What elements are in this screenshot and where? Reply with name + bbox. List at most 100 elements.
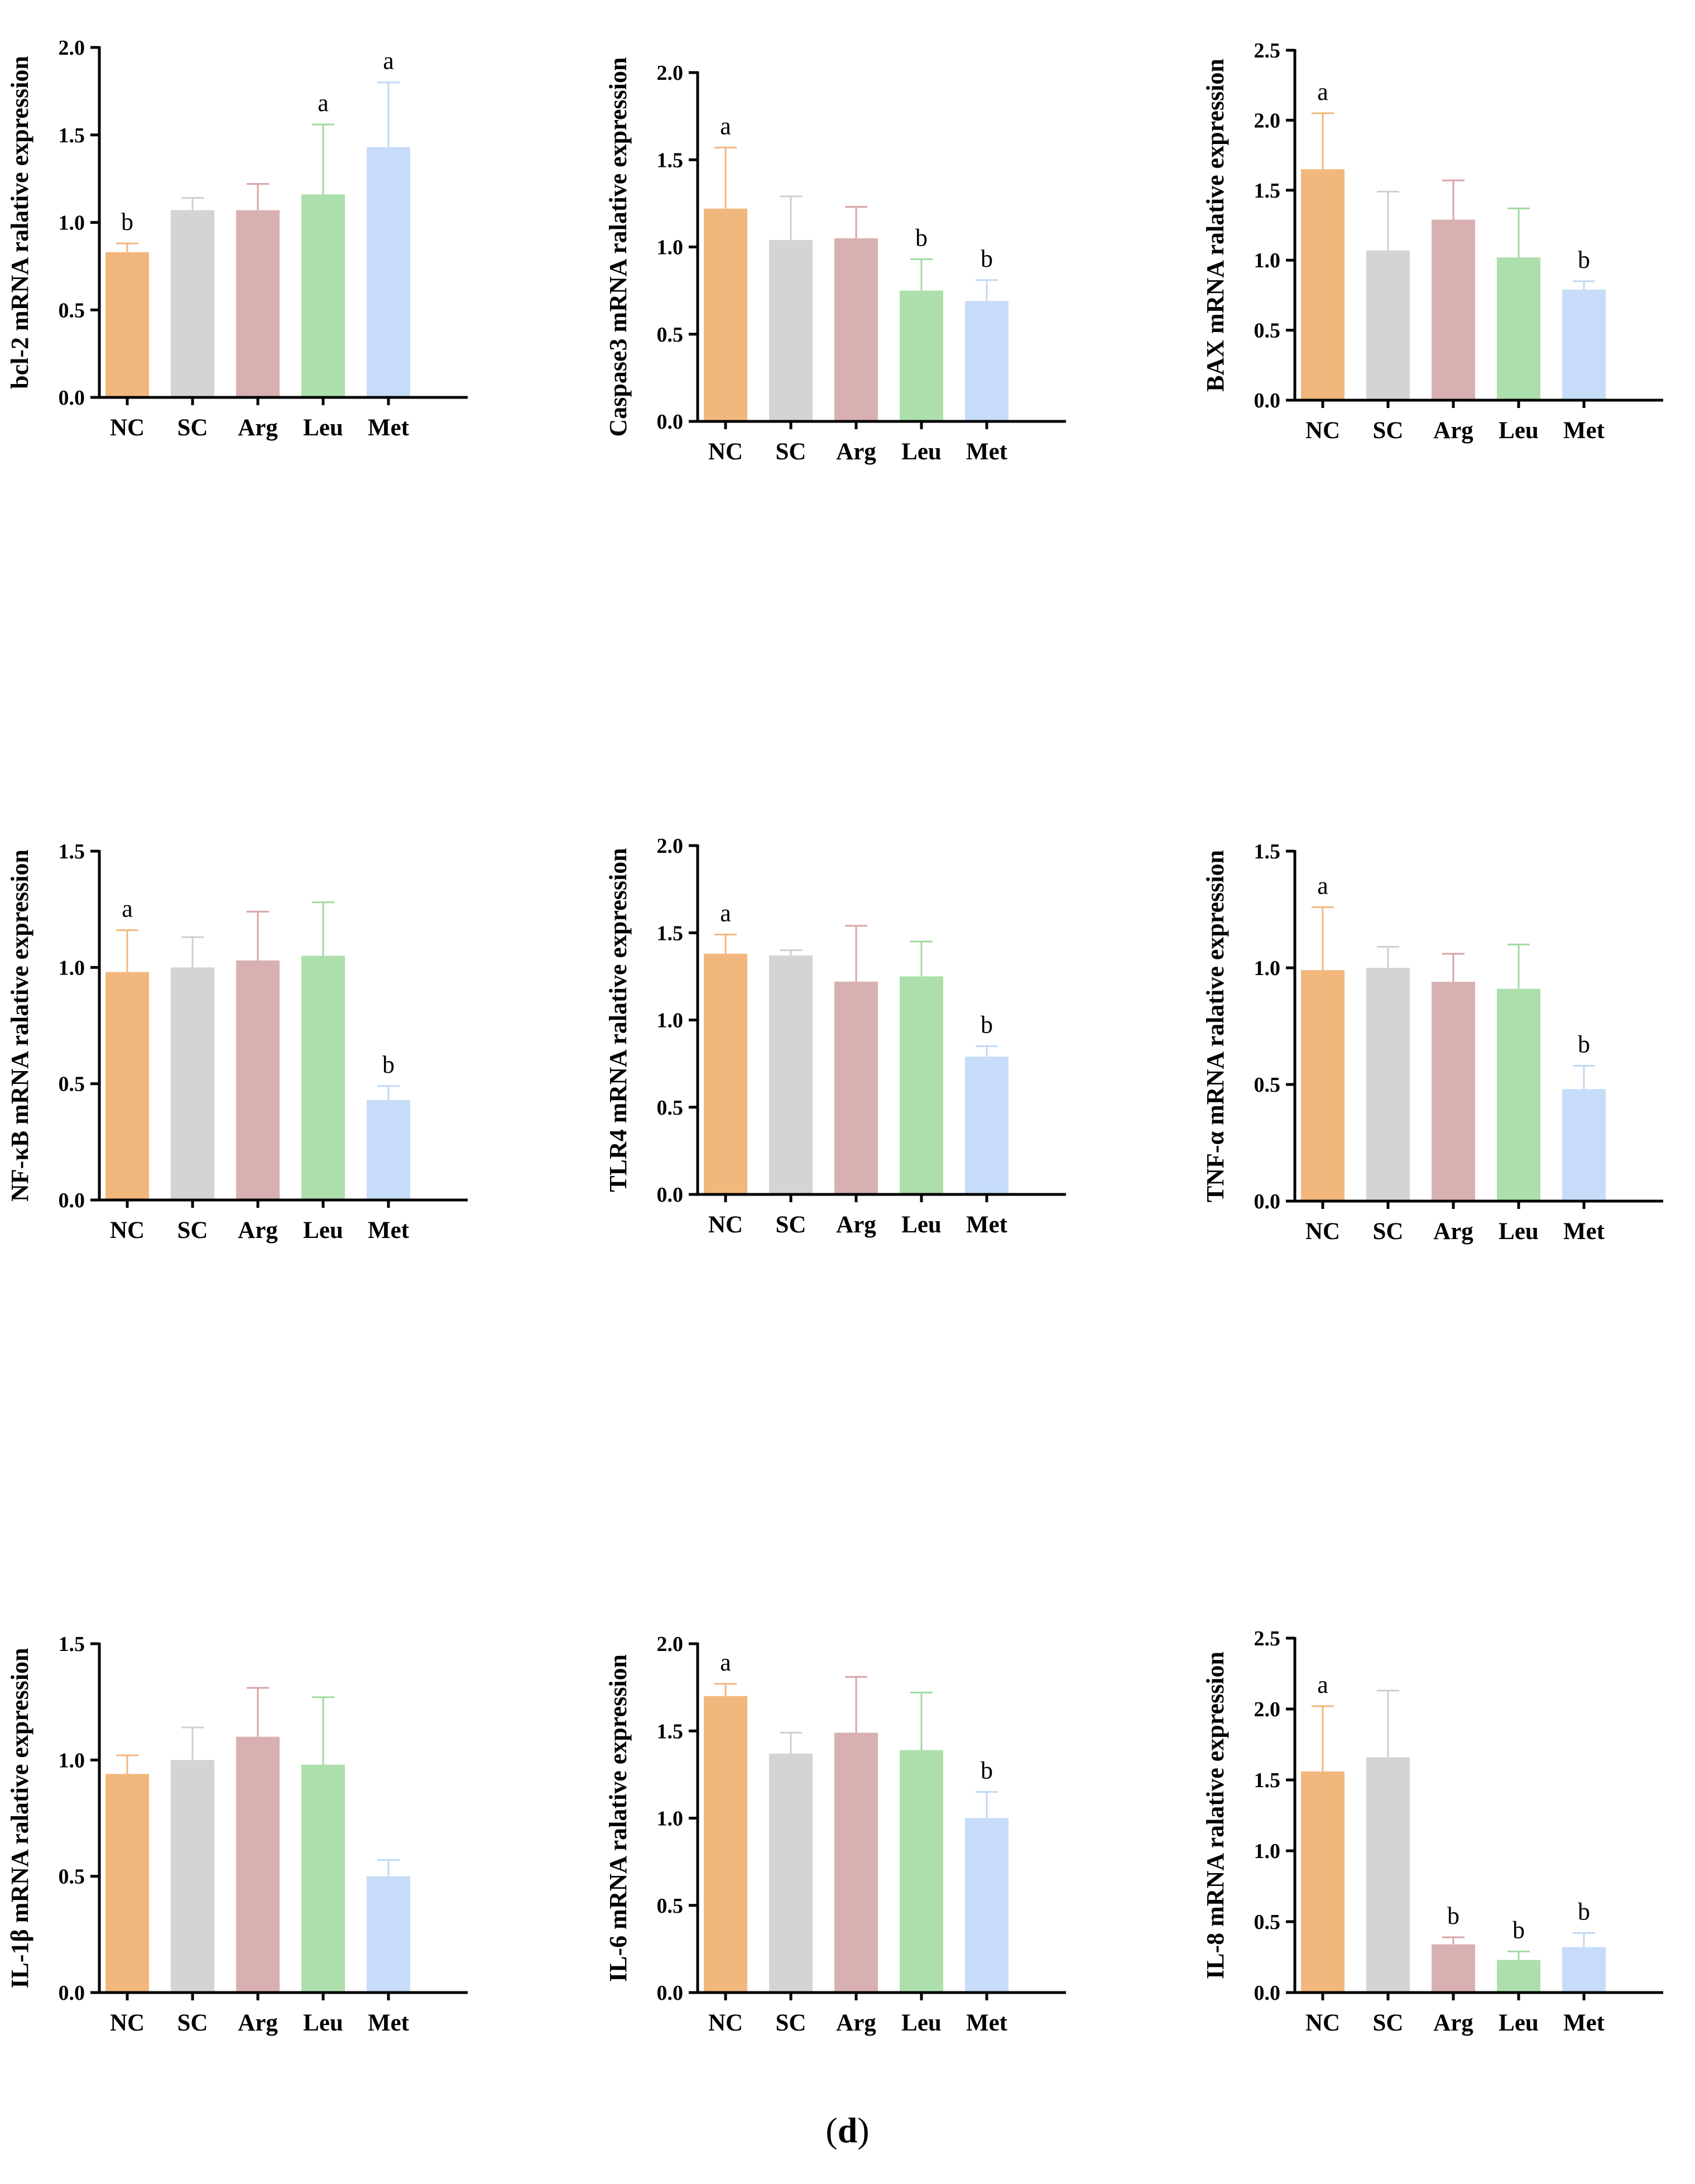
bar-nc <box>1301 1771 1345 1993</box>
y-tick-label: 2.0 <box>657 834 684 858</box>
x-tick-label: Met <box>966 439 1008 465</box>
y-tick-label: 0.5 <box>1254 319 1281 343</box>
y-tick-label: 2.0 <box>657 1633 684 1656</box>
chart-panel: a NC SC Arg Leu b Met 0.0 0.5 1.0 1.5 2.0 TLR4 mRNA … <box>604 834 1066 1238</box>
x-tick-label: SC <box>1373 417 1404 444</box>
y-tick-label: 1.5 <box>657 148 684 172</box>
y-axis-label: TNF-α mRNA ralative expression <box>1202 850 1229 1202</box>
bar-met <box>367 147 410 397</box>
x-tick-label: Arg <box>1433 2010 1473 2036</box>
chart-panel: a NC SC Arg Leu b Met 0.0 0.5 1.0 1.5 TNF-α mRNA ra… <box>1202 840 1663 1245</box>
x-tick-label: NC <box>708 1212 743 1238</box>
x-tick-label: Met <box>966 1212 1008 1238</box>
chart-panel: a NC SC Arg Leu b Met 0.0 0.5 1.0 1.5 2.0 IL-6 mRNA … <box>604 1633 1066 2036</box>
figure-grid: b NC SC Arg a Leu a Met 0.0 0.5 1.0 1.5 2.0 bcl-2 mRN… <box>6 36 1663 2036</box>
bar-nc <box>704 208 747 421</box>
y-tick-label: 0.0 <box>59 1981 85 2005</box>
y-tick-label: 1.5 <box>657 1720 684 1743</box>
y-tick-label: 0.0 <box>1254 1190 1281 1213</box>
bar-arg <box>1432 1944 1475 1993</box>
chart-panel: a NC SC Arg Leu b Met 0.0 0.5 1.0 1.5 2.0 2.5 BAX mRN… <box>1202 39 1663 444</box>
bar-leu <box>1497 988 1540 1201</box>
x-tick-label: Leu <box>303 2010 343 2036</box>
bar-met <box>1562 1947 1606 1993</box>
x-tick-label: NC <box>1305 417 1340 444</box>
x-tick-label: Arg <box>836 1212 876 1238</box>
bar-arg <box>236 210 280 397</box>
y-tick-label: 1.5 <box>1254 179 1281 203</box>
bar-leu <box>301 194 345 397</box>
x-tick-label: SC <box>1373 2010 1404 2036</box>
bar-nc <box>704 1696 747 1993</box>
bar-arg <box>834 981 878 1194</box>
x-tick-label: Met <box>1563 417 1605 444</box>
y-axis-label: IL-6 mRNA ralative expression <box>604 1654 632 1982</box>
chart-panel: NC SC Arg Leu Met 0.0 0.5 1.0 1.5 IL-1β mRNA rala… <box>6 1633 468 2036</box>
x-tick-label: Arg <box>836 2010 876 2036</box>
bar-leu <box>1497 1960 1540 1993</box>
bar-arg <box>834 1732 878 1993</box>
y-axis-label: Caspase3 mRNA ralative expression <box>604 57 632 437</box>
y-tick-label: 0.5 <box>1254 1073 1281 1097</box>
x-tick-label: NC <box>110 2010 145 2036</box>
x-tick-label: Leu <box>1499 1218 1539 1245</box>
y-tick-label: 0.5 <box>59 299 85 322</box>
significance-letter: a <box>720 112 731 140</box>
x-tick-label: NC <box>1305 2010 1340 2036</box>
significance-letter: a <box>1317 1671 1328 1698</box>
significance-letter: b <box>1512 1916 1525 1943</box>
significance-letter: a <box>720 1649 731 1676</box>
y-axis-label: bcl-2 mRNA ralative expression <box>6 56 33 389</box>
y-axis-label: BAX mRNA ralative expression <box>1202 59 1229 392</box>
y-tick-label: 1.0 <box>59 956 85 980</box>
y-tick-label: 1.0 <box>657 236 684 260</box>
significance-letter: a <box>1317 872 1328 899</box>
significance-letter: b <box>1578 1898 1590 1925</box>
x-tick-label: Leu <box>901 1212 942 1238</box>
y-tick-label: 1.5 <box>59 840 85 863</box>
bar-leu <box>900 1750 943 1993</box>
x-tick-label: Met <box>1563 2010 1605 2036</box>
chart-panel: a NC SC Arg b Leu b Met 0.0 0.5 1.0 1.5 2.0 Caspase3 … <box>604 57 1066 465</box>
bar-met <box>1562 289 1606 400</box>
significance-letter: a <box>720 899 731 927</box>
x-tick-label: SC <box>776 1212 806 1238</box>
y-tick-label: 2.0 <box>59 36 85 60</box>
y-axis-label: NF-κB mRNA ralative expression <box>6 849 33 1202</box>
figure-caption: (d) <box>825 2110 870 2150</box>
y-tick-label: 1.0 <box>1254 1840 1281 1863</box>
bar-met <box>965 301 1009 421</box>
significance-letter: b <box>1447 1902 1459 1929</box>
x-tick-label: Arg <box>238 1217 278 1244</box>
x-tick-label: Arg <box>1433 1218 1473 1245</box>
y-axis-label: IL-8 mRNA ralative expression <box>1202 1652 1229 1979</box>
y-tick-label: 1.0 <box>657 1009 684 1033</box>
x-tick-label: SC <box>1373 1218 1404 1245</box>
bar-sc <box>1366 968 1410 1201</box>
x-tick-label: Met <box>966 2010 1008 2036</box>
x-tick-label: SC <box>177 2010 208 2036</box>
chart-panel: a NC SC b Arg b Leu b Met 0.0 0.5 1.0 1.5 2.0 2.5 IL-8 … <box>1202 1627 1663 2036</box>
bar-sc <box>1366 1757 1410 1993</box>
y-tick-label: 1.0 <box>59 1749 85 1772</box>
bar-sc <box>769 1753 813 1993</box>
bar-arg <box>1432 982 1475 1201</box>
x-tick-label: NC <box>110 415 145 441</box>
x-tick-label: Leu <box>303 415 343 441</box>
y-tick-label: 1.5 <box>59 124 85 147</box>
x-tick-label: Met <box>368 2010 410 2036</box>
bar-met <box>965 1818 1009 1993</box>
y-tick-label: 0.5 <box>657 1096 684 1120</box>
y-tick-label: 2.0 <box>1254 1698 1281 1721</box>
bar-leu <box>301 956 345 1200</box>
y-tick-label: 0.0 <box>657 1981 684 2005</box>
significance-letter: b <box>1578 246 1590 273</box>
x-tick-label: NC <box>708 2010 743 2036</box>
y-tick-label: 0.5 <box>1254 1911 1281 1934</box>
x-tick-label: SC <box>177 1217 208 1244</box>
y-tick-label: 0.5 <box>59 1073 85 1096</box>
y-tick-label: 0.0 <box>1254 1981 1281 2005</box>
x-tick-label: NC <box>708 439 743 465</box>
bar-leu <box>900 976 943 1194</box>
y-tick-label: 0.0 <box>59 386 85 410</box>
